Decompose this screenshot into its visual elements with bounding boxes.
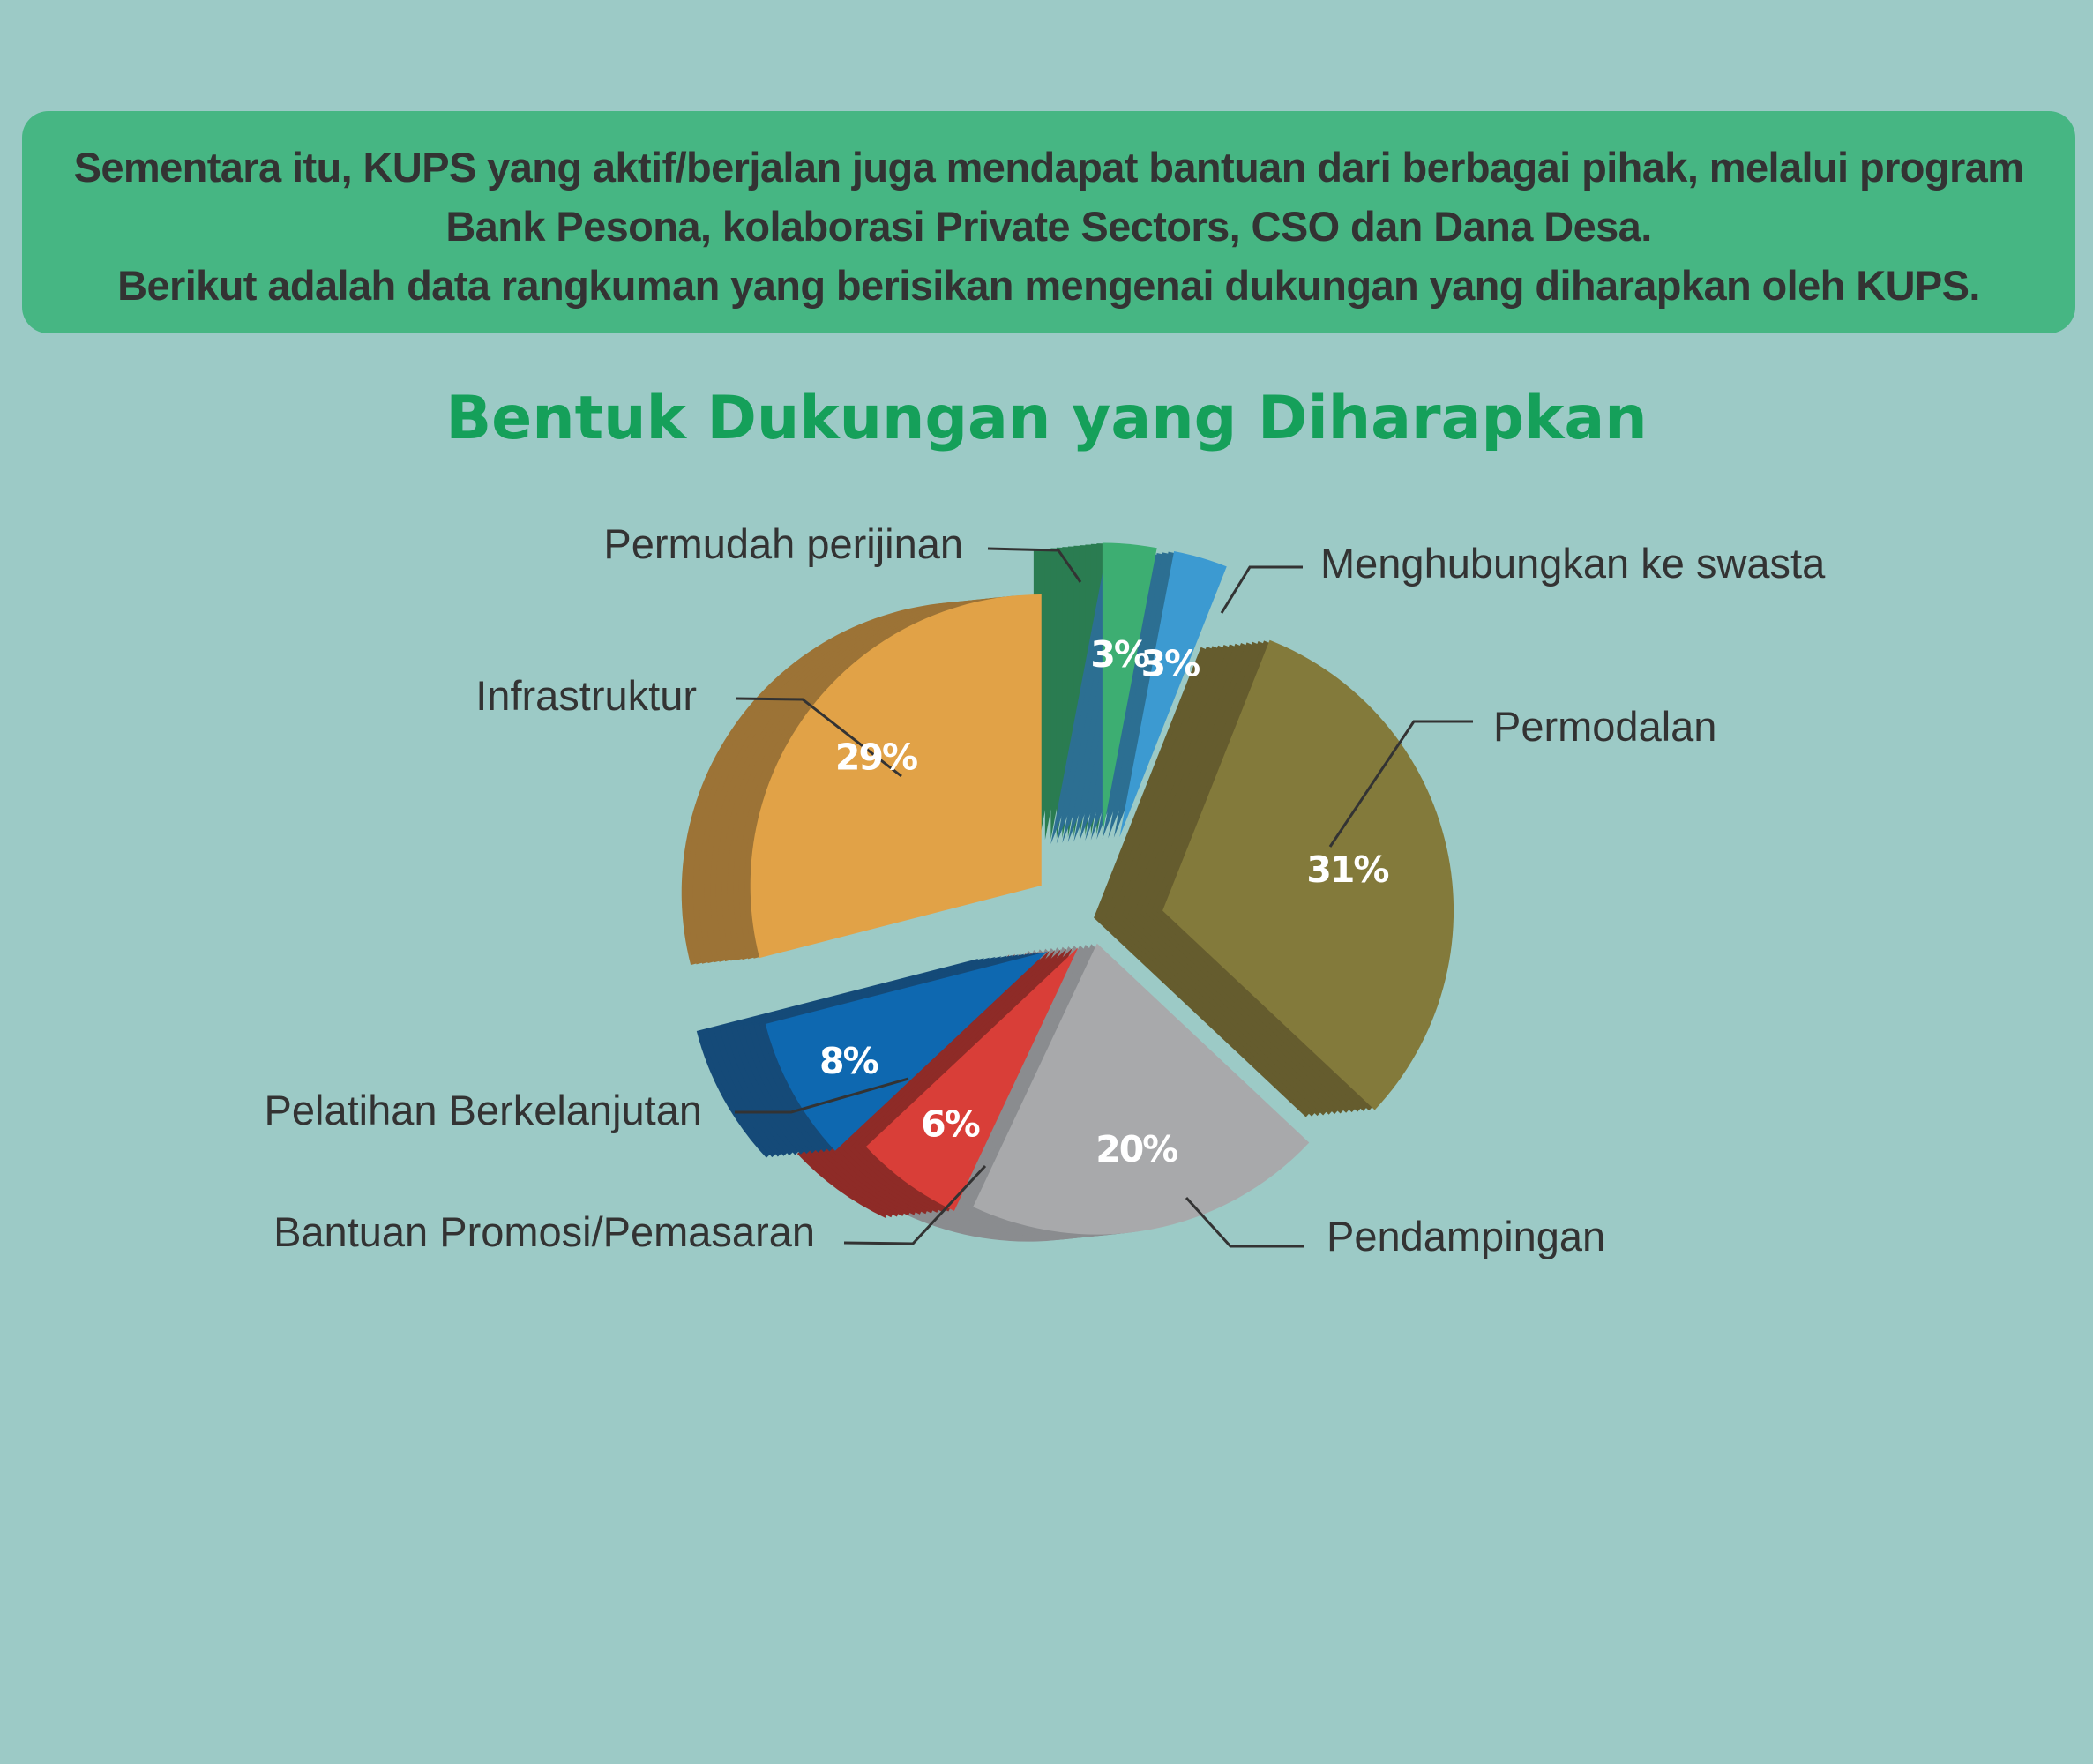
leader-line [1328, 720, 1473, 848]
intro-text-box: Sementara itu, KUPS yang aktif/berjalan … [22, 111, 2075, 333]
pie-tops [750, 542, 1454, 1235]
pie-slice [750, 594, 1042, 959]
pie-slice [1162, 639, 1454, 1110]
slice-category-label: Pendampingan [1327, 1213, 1605, 1259]
slice-category-label: Menghubungkan ke swasta [1320, 540, 1826, 587]
leader-lines [735, 547, 1473, 1248]
slice-percent-label: 3% [1141, 643, 1200, 685]
leader-line [987, 547, 1082, 583]
slice-percent-label: 8% [819, 1040, 878, 1082]
intro-line-3: Berikut adalah data rangkuman yang beris… [117, 262, 1980, 309]
leader-line [1220, 565, 1303, 614]
intro-line-2: Bank Pesona, kolaborasi Private Sectors,… [445, 203, 1652, 250]
pie-slice [1102, 542, 1157, 834]
slice-percent-label: 20% [1095, 1128, 1177, 1170]
chart-title: Bentuk Dukungan yang Diharapkan [445, 384, 1648, 453]
slice-category-label: Bantuan Promosi/Pemasaran [273, 1208, 815, 1255]
pie-slice [865, 947, 1079, 1211]
slice-percent-label: 31% [1306, 848, 1388, 891]
slice-percent-label: 29% [835, 736, 917, 778]
slice-category-label: Infrastruktur [475, 672, 697, 719]
slice-labels: 3% Permudah perijinan 3% Menghubungkan ke s… [265, 520, 1827, 1259]
slice-percent-label: 6% [921, 1103, 980, 1146]
slice-category-label: Permodalan [1493, 703, 1716, 750]
leader-line [735, 1077, 909, 1114]
slice-category-label: Permudah perijinan [603, 520, 963, 567]
leader-line [1185, 1196, 1304, 1248]
leader-line [843, 1164, 987, 1245]
leader-line [735, 697, 902, 778]
intro-line-1: Sementara itu, KUPS yang aktif/berjalan … [73, 144, 2024, 191]
pie-slice [973, 943, 1310, 1235]
slice-percent-label: 3% [1090, 633, 1149, 676]
slice-category-label: Pelatihan Berkelanjutan [265, 1087, 702, 1133]
pie-slice [765, 951, 1048, 1151]
pie-slice [1119, 551, 1227, 838]
